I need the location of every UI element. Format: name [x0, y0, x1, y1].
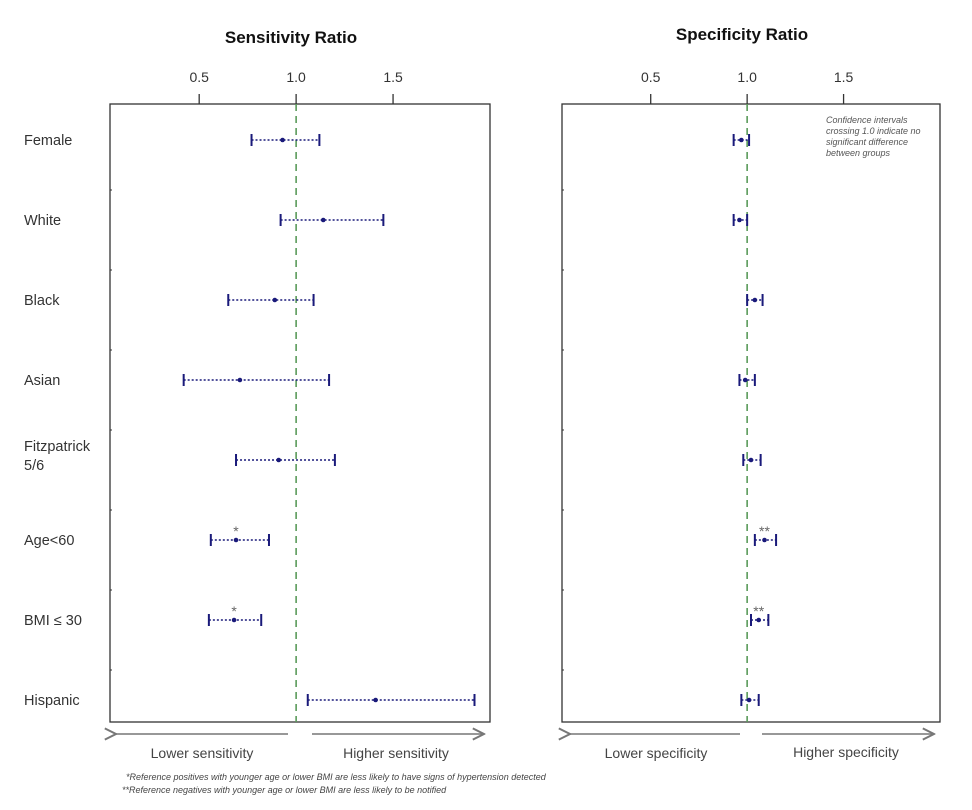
- lower-sensitivity-label: Lower sensitivity: [151, 745, 254, 761]
- point-estimate: [276, 457, 281, 463]
- specificity-interval-row: [738, 374, 756, 386]
- sensitivity-interval-row: [235, 454, 336, 466]
- category-label: Hispanic: [24, 693, 80, 709]
- specificity-interval-row: [746, 294, 764, 306]
- lower-specificity-label: Lower specificity: [605, 745, 708, 761]
- point-estimate: [233, 537, 239, 543]
- category-labels: Female White Black Asian Fitzpatrick 5/6 Age<6…: [24, 133, 91, 709]
- sensitivity-tick-label-1: 1.0: [286, 69, 306, 85]
- sensitivity-interval-row: [279, 214, 385, 226]
- category-label: White: [24, 213, 61, 229]
- annotation-line-2: crossing 1.0 indicate no: [826, 126, 921, 136]
- point-estimate: [272, 297, 278, 303]
- point-estimate: [280, 137, 285, 143]
- point-estimate: [748, 457, 754, 463]
- annotation-line-4: between groups: [826, 148, 891, 158]
- annotation-line-1: Confidence intervals: [826, 115, 908, 125]
- category-label-line: 5/6: [24, 458, 44, 474]
- point-estimate: [762, 537, 767, 543]
- significance-mark: *: [231, 603, 237, 619]
- annotation-line-3: significant difference: [826, 137, 908, 147]
- sensitivity-tick-label-2: 1.5: [383, 69, 403, 85]
- point-estimate: [746, 697, 752, 703]
- category-label: Age<60: [24, 533, 74, 549]
- specificity-tick-label-1: 1.0: [737, 69, 757, 85]
- point-estimate: [752, 297, 758, 303]
- specificity-axis: 0.5 1.0 1.5: [562, 69, 854, 671]
- category-label: Female: [24, 133, 72, 149]
- significance-mark: **: [759, 523, 770, 539]
- specificity-panel: Specificity Ratio 0.5 1.0 1.5 ** ** Confide…: [561, 25, 941, 761]
- significance-mark: *: [233, 523, 239, 539]
- point-estimate: [742, 377, 748, 383]
- sensitivity-tick-label-0: 0.5: [189, 69, 209, 85]
- sensitivity-intervals: **: [182, 104, 476, 722]
- specificity-title: Specificity Ratio: [676, 25, 808, 44]
- specificity-interval-row: **: [750, 603, 770, 626]
- significance-mark: **: [753, 603, 764, 619]
- footnote-double-star: **Reference negatives with younger age o…: [122, 785, 447, 795]
- specificity-interval-row: [732, 214, 749, 226]
- category-label-line: Fitzpatrick: [24, 439, 91, 455]
- point-estimate: [320, 217, 326, 223]
- specificity-interval-row: [740, 694, 760, 706]
- specificity-interval-row: [732, 134, 751, 146]
- sensitivity-interval-row: [227, 294, 315, 306]
- sensitivity-plot-frame: [109, 103, 491, 723]
- sensitivity-panel: Sensitivity Ratio 0.5 1.0 1.5 ** Lower sen…: [109, 28, 491, 761]
- point-estimate: [756, 617, 762, 623]
- sensitivity-title: Sensitivity Ratio: [225, 28, 357, 47]
- specificity-annotation: Confidence intervals crossing 1.0 indica…: [826, 115, 923, 158]
- higher-specificity-label: Higher specificity: [793, 744, 899, 760]
- specificity-interval-row: **: [753, 523, 778, 546]
- sensitivity-interval-row: [250, 134, 321, 146]
- specificity-intervals: ** **: [732, 104, 778, 722]
- point-estimate: [237, 377, 243, 383]
- specificity-interval-row: [742, 454, 762, 466]
- specificity-tick-label-0: 0.5: [641, 69, 661, 85]
- point-estimate: [373, 697, 378, 703]
- specificity-tick-label-2: 1.5: [834, 69, 854, 85]
- sensitivity-interval-row: [306, 694, 476, 706]
- point-estimate: [737, 217, 742, 223]
- higher-sensitivity-label: Higher sensitivity: [343, 745, 449, 761]
- category-label: Fitzpatrick 5/6: [24, 439, 91, 474]
- footnote-single-star: *Reference positives with younger age or…: [126, 772, 547, 782]
- category-label: BMI ≤ 30: [24, 613, 82, 629]
- specificity-plot-frame: [561, 103, 941, 723]
- category-label: Asian: [24, 373, 60, 389]
- sensitivity-axis: 0.5 1.0 1.5: [110, 69, 403, 671]
- point-estimate: [231, 617, 237, 623]
- sensitivity-interval-row: [182, 374, 331, 386]
- point-estimate: [739, 137, 744, 143]
- sensitivity-interval-row: *: [207, 603, 263, 626]
- category-label: Black: [24, 293, 60, 309]
- sensitivity-interval-row: *: [209, 523, 270, 546]
